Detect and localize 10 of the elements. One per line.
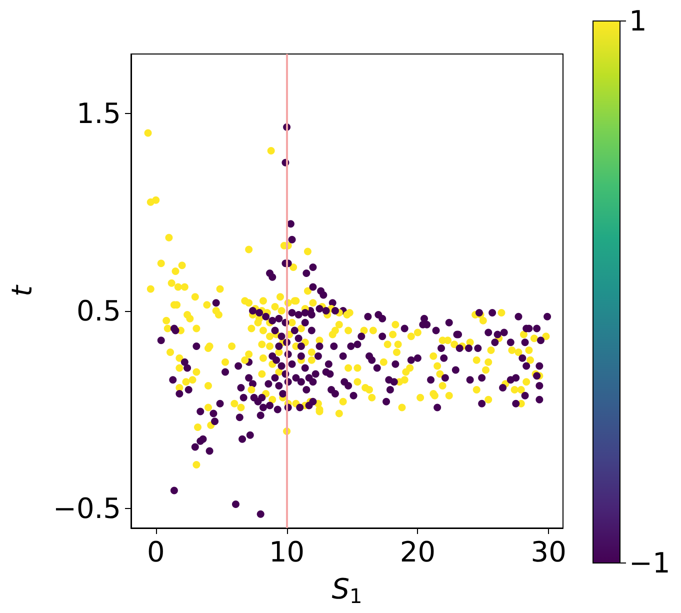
x-tick-label: 30 bbox=[530, 536, 566, 568]
y-tick-label: 0.5 bbox=[76, 294, 121, 328]
y-axis-title: t bbox=[6, 284, 38, 296]
x-tick-label: 20 bbox=[400, 536, 436, 568]
color-bar-label: 1 bbox=[629, 4, 647, 38]
y-tick-label: 1.5 bbox=[76, 96, 121, 130]
x-tick-label: 10 bbox=[268, 536, 305, 568]
x-tick-label: 0 bbox=[146, 536, 165, 568]
color-bar-label: −1 bbox=[629, 546, 670, 580]
y-tick-label: −0.5 bbox=[53, 492, 121, 525]
